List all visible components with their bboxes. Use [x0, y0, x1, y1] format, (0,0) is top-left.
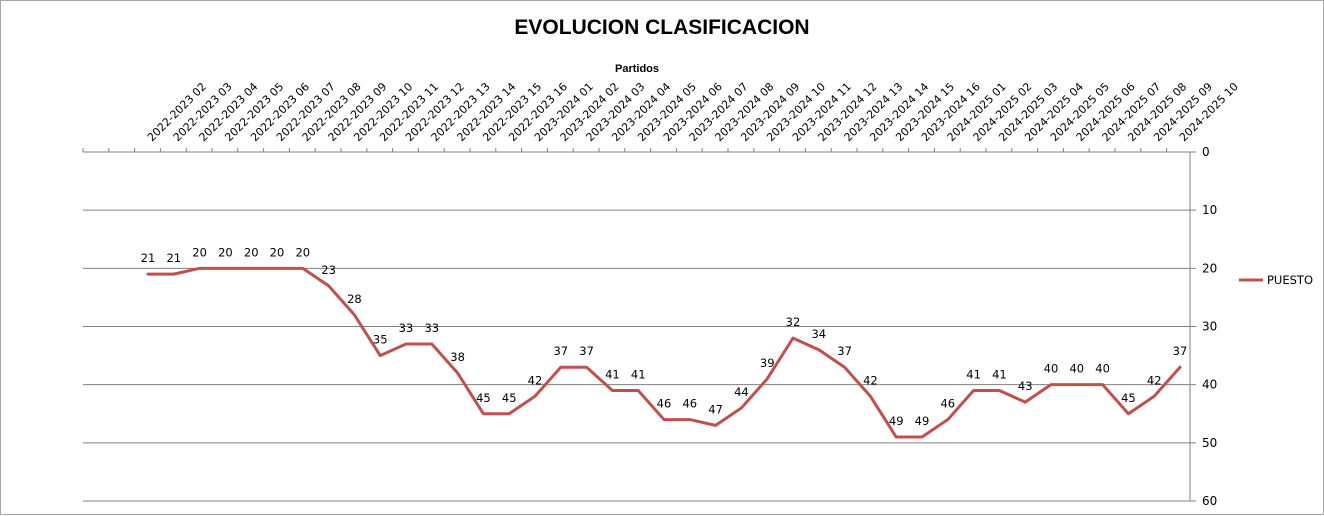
legend-entry-label: PUESTO	[1267, 273, 1313, 287]
data-label: 42	[1147, 373, 1162, 387]
data-label: 21	[141, 251, 156, 265]
data-label: 33	[424, 321, 439, 335]
data-label: 20	[270, 245, 285, 259]
data-label: 49	[915, 414, 930, 428]
data-label: 42	[863, 373, 878, 387]
y-tick-label: 30	[1202, 320, 1217, 334]
data-label: 20	[244, 245, 259, 259]
data-label: 40	[1069, 362, 1084, 376]
data-label: 40	[1044, 362, 1059, 376]
y-tick-label: 40	[1202, 378, 1217, 392]
data-label: 41	[605, 367, 620, 381]
data-label: 46	[940, 397, 955, 411]
data-label: 37	[579, 344, 594, 358]
y-tick-label: 0	[1202, 145, 1210, 159]
y-tick-label: 50	[1202, 436, 1217, 450]
data-label: 37	[1173, 344, 1188, 358]
data-label: 46	[657, 397, 672, 411]
data-label: 47	[708, 402, 723, 416]
data-label: 45	[502, 391, 517, 405]
axes	[82, 148, 1196, 502]
data-label: 34	[811, 327, 826, 341]
data-label: 46	[682, 397, 697, 411]
data-label: 37	[553, 344, 568, 358]
x-axis-title: Partidos	[615, 63, 659, 75]
data-label: 37	[837, 344, 852, 358]
data-label: 20	[295, 245, 310, 259]
data-label: 20	[192, 245, 207, 259]
chart-title: EVOLUCION CLASIFICACION	[514, 16, 809, 39]
data-label: 41	[992, 367, 1007, 381]
y-tick-label: 20	[1202, 261, 1217, 275]
data-label: 21	[166, 251, 181, 265]
data-label: 38	[450, 350, 465, 364]
data-labels: 21 21 20 20 20 20 20 23 28 35 33 33 38 45 45 42 37 37 41 41…	[141, 245, 1188, 428]
y-tick-labels: 0 10 20 30 40 50 60	[1202, 145, 1217, 508]
data-label: 35	[373, 333, 388, 347]
data-label: 28	[347, 292, 362, 306]
y-tick-label: 60	[1202, 494, 1217, 508]
data-label: 44	[734, 385, 749, 399]
data-label: 23	[321, 263, 336, 277]
data-label: 32	[786, 315, 801, 329]
data-label: 20	[218, 245, 233, 259]
data-label: 45	[1121, 391, 1136, 405]
data-label: 33	[399, 321, 414, 335]
data-label: 41	[631, 367, 646, 381]
data-label: 45	[476, 391, 491, 405]
data-label: 39	[760, 356, 775, 370]
legend: PUESTO	[1239, 273, 1313, 287]
y-tick-label: 10	[1202, 203, 1217, 217]
data-label: 42	[528, 373, 543, 387]
series-layer	[146, 266, 1182, 439]
data-label: 49	[889, 414, 904, 428]
series-line	[146, 266, 1182, 439]
data-label: 43	[1018, 379, 1033, 393]
data-label: 41	[966, 367, 981, 381]
data-label: 40	[1095, 362, 1110, 376]
